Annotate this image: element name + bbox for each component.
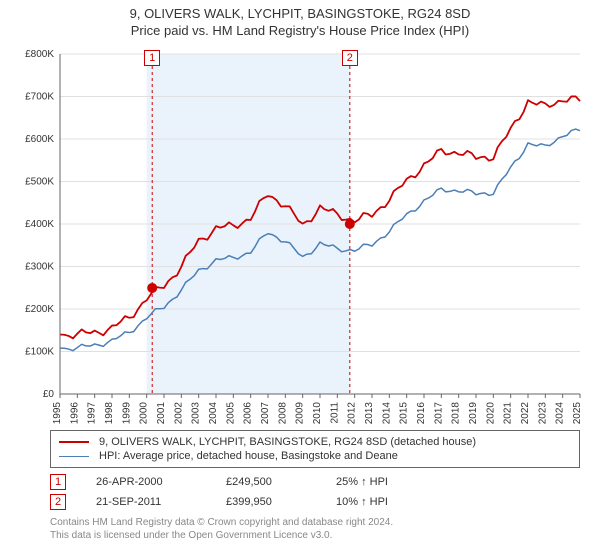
sale-price: £399,950 xyxy=(226,496,306,508)
svg-text:1999: 1999 xyxy=(121,402,132,424)
svg-text:2016: 2016 xyxy=(416,402,427,424)
sale-price: £249,500 xyxy=(226,476,306,488)
legend-label: HPI: Average price, detached house, Basi… xyxy=(99,450,398,462)
legend-row: 9, OLIVERS WALK, LYCHPIT, BASINGSTOKE, R… xyxy=(59,435,571,449)
svg-text:2022: 2022 xyxy=(520,402,531,424)
svg-text:2019: 2019 xyxy=(468,402,479,424)
svg-text:£100K: £100K xyxy=(25,347,54,358)
title-address: 9, OLIVERS WALK, LYCHPIT, BASINGSTOKE, R… xyxy=(0,6,600,21)
svg-text:2010: 2010 xyxy=(312,402,323,424)
svg-text:2008: 2008 xyxy=(277,402,288,424)
svg-text:£400K: £400K xyxy=(25,219,54,230)
sale-pct: 25% ↑ HPI xyxy=(336,476,416,488)
svg-text:2014: 2014 xyxy=(381,402,392,424)
sale-marker-box: 2 xyxy=(50,494,66,510)
svg-text:1998: 1998 xyxy=(104,402,115,424)
title-subtitle: Price paid vs. HM Land Registry's House … xyxy=(0,23,600,38)
legend-swatch xyxy=(59,456,89,457)
legend-row: HPI: Average price, detached house, Basi… xyxy=(59,449,571,463)
legend-swatch xyxy=(59,441,89,443)
svg-text:2024: 2024 xyxy=(555,402,566,424)
svg-text:2021: 2021 xyxy=(503,402,514,424)
svg-text:2005: 2005 xyxy=(225,402,236,424)
legend-label: 9, OLIVERS WALK, LYCHPIT, BASINGSTOKE, R… xyxy=(99,436,476,448)
svg-text:2015: 2015 xyxy=(399,402,410,424)
sale-marker-2: 2 xyxy=(342,50,358,66)
sale-marker-1: 1 xyxy=(144,50,160,66)
sale-date: 21-SEP-2011 xyxy=(96,496,196,508)
footer-line2: This data is licensed under the Open Gov… xyxy=(50,529,580,542)
sale-row: 1 26-APR-2000 £249,500 25% ↑ HPI xyxy=(50,472,580,492)
svg-text:1995: 1995 xyxy=(52,402,63,424)
sale-marker-box: 1 xyxy=(50,474,66,490)
svg-text:£500K: £500K xyxy=(25,177,54,188)
svg-text:2003: 2003 xyxy=(191,402,202,424)
svg-text:2000: 2000 xyxy=(139,402,150,424)
svg-text:£300K: £300K xyxy=(25,262,54,273)
chart-area: £0 £100K £200K £300K £400K £500K £600K £700K £80… xyxy=(10,44,590,424)
svg-text:2017: 2017 xyxy=(433,402,444,424)
sale-pct: 10% ↑ HPI xyxy=(336,496,416,508)
sale-date: 26-APR-2000 xyxy=(96,476,196,488)
footer-line1: Contains HM Land Registry data © Crown c… xyxy=(50,516,580,529)
svg-text:2001: 2001 xyxy=(156,402,167,424)
svg-text:£200K: £200K xyxy=(25,304,54,315)
chart-svg: £0 £100K £200K £300K £400K £500K £600K £700K £80… xyxy=(10,44,590,424)
svg-text:2011: 2011 xyxy=(329,402,340,424)
svg-text:2012: 2012 xyxy=(347,402,358,424)
sale-rows: 1 26-APR-2000 £249,500 25% ↑ HPI 2 21-SEP-201… xyxy=(50,472,580,512)
svg-text:£0: £0 xyxy=(43,389,55,400)
svg-text:£600K: £600K xyxy=(25,134,54,145)
svg-text:2023: 2023 xyxy=(537,402,548,424)
svg-text:2006: 2006 xyxy=(243,402,254,424)
svg-text:2009: 2009 xyxy=(295,402,306,424)
sale-row: 2 21-SEP-2011 £399,950 10% ↑ HPI xyxy=(50,492,580,512)
svg-text:2002: 2002 xyxy=(173,402,184,424)
legend-box: 9, OLIVERS WALK, LYCHPIT, BASINGSTOKE, R… xyxy=(50,430,580,468)
svg-text:2004: 2004 xyxy=(208,402,219,424)
svg-text:2025: 2025 xyxy=(572,402,583,424)
svg-text:2013: 2013 xyxy=(364,402,375,424)
footer: Contains HM Land Registry data © Crown c… xyxy=(50,516,580,542)
svg-text:£800K: £800K xyxy=(25,49,54,60)
svg-text:1997: 1997 xyxy=(87,402,98,424)
svg-text:£700K: £700K xyxy=(25,92,54,103)
svg-text:2018: 2018 xyxy=(451,402,462,424)
title-block: 9, OLIVERS WALK, LYCHPIT, BASINGSTOKE, R… xyxy=(0,0,600,40)
svg-text:1996: 1996 xyxy=(69,402,80,424)
svg-text:2007: 2007 xyxy=(260,402,271,424)
svg-text:2020: 2020 xyxy=(485,402,496,424)
